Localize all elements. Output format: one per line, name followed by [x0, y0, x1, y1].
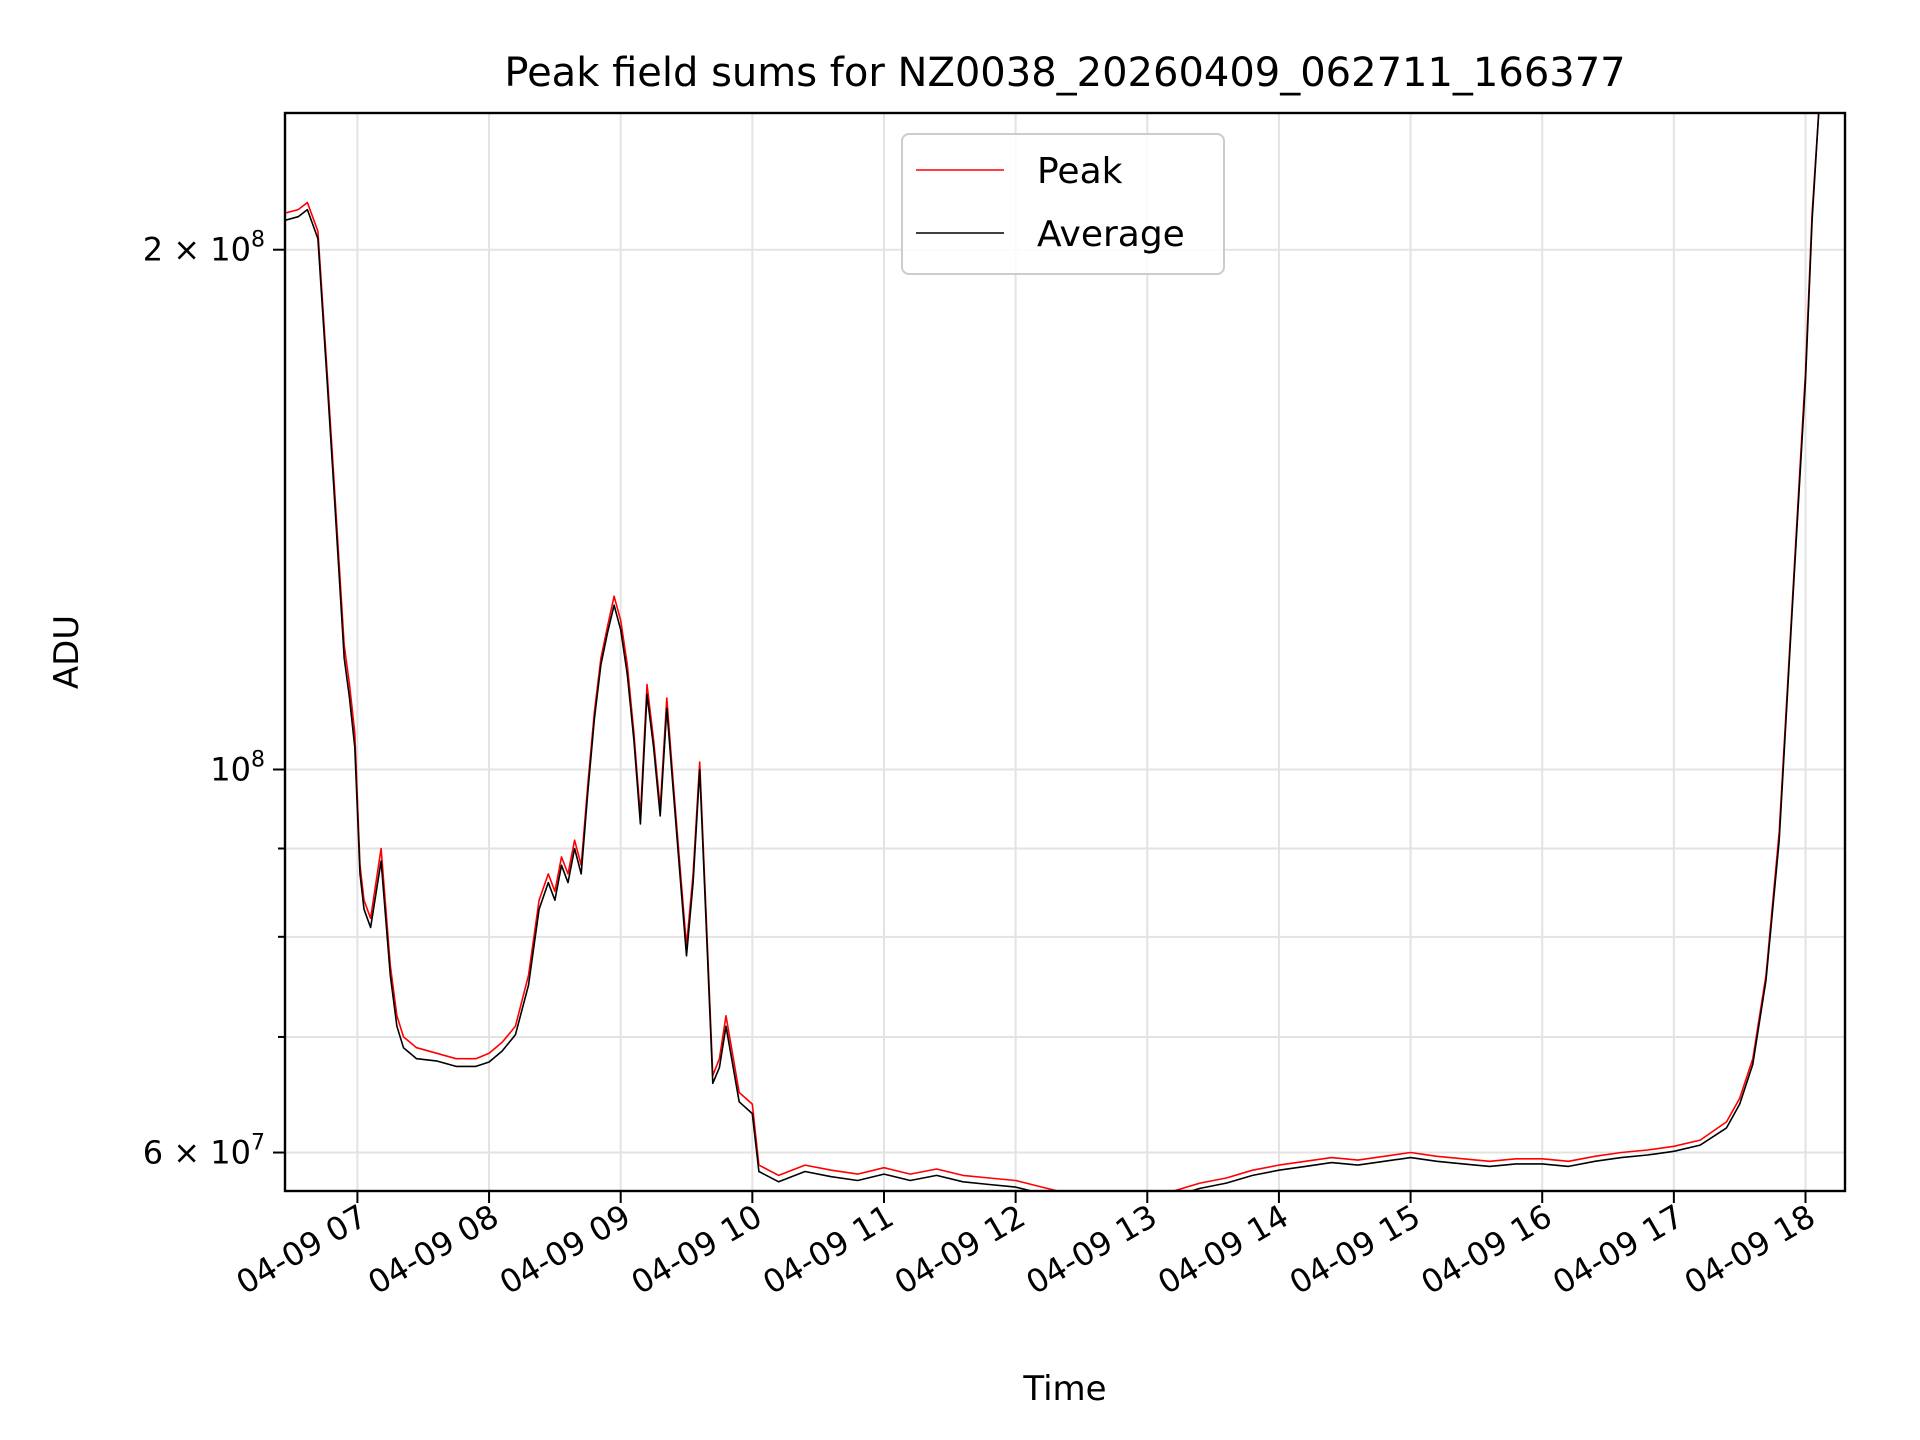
chart-title: Peak field sums for NZ0038_20260409_0627… [504, 50, 1625, 96]
y-axis-label: ADU [47, 615, 87, 689]
y-axis: 6 × 107 108 2 × 108 [143, 228, 285, 1172]
legend: Peak Average [901, 133, 1225, 275]
y-tick-label: 108 [210, 747, 265, 788]
series-line-average [285, 113, 1820, 1191]
y-tick-label: 2 × 108 [143, 228, 265, 269]
legend-average-label: Average [1037, 214, 1185, 255]
axes-frame [283, 111, 1847, 1193]
y-tick-label: 6 × 107 [143, 1131, 265, 1172]
x-axis-label: Time [1022, 1369, 1106, 1409]
legend-peak-label: Peak [1037, 151, 1123, 192]
plot-area [285, 113, 1820, 1191]
legend-box [901, 133, 1225, 275]
